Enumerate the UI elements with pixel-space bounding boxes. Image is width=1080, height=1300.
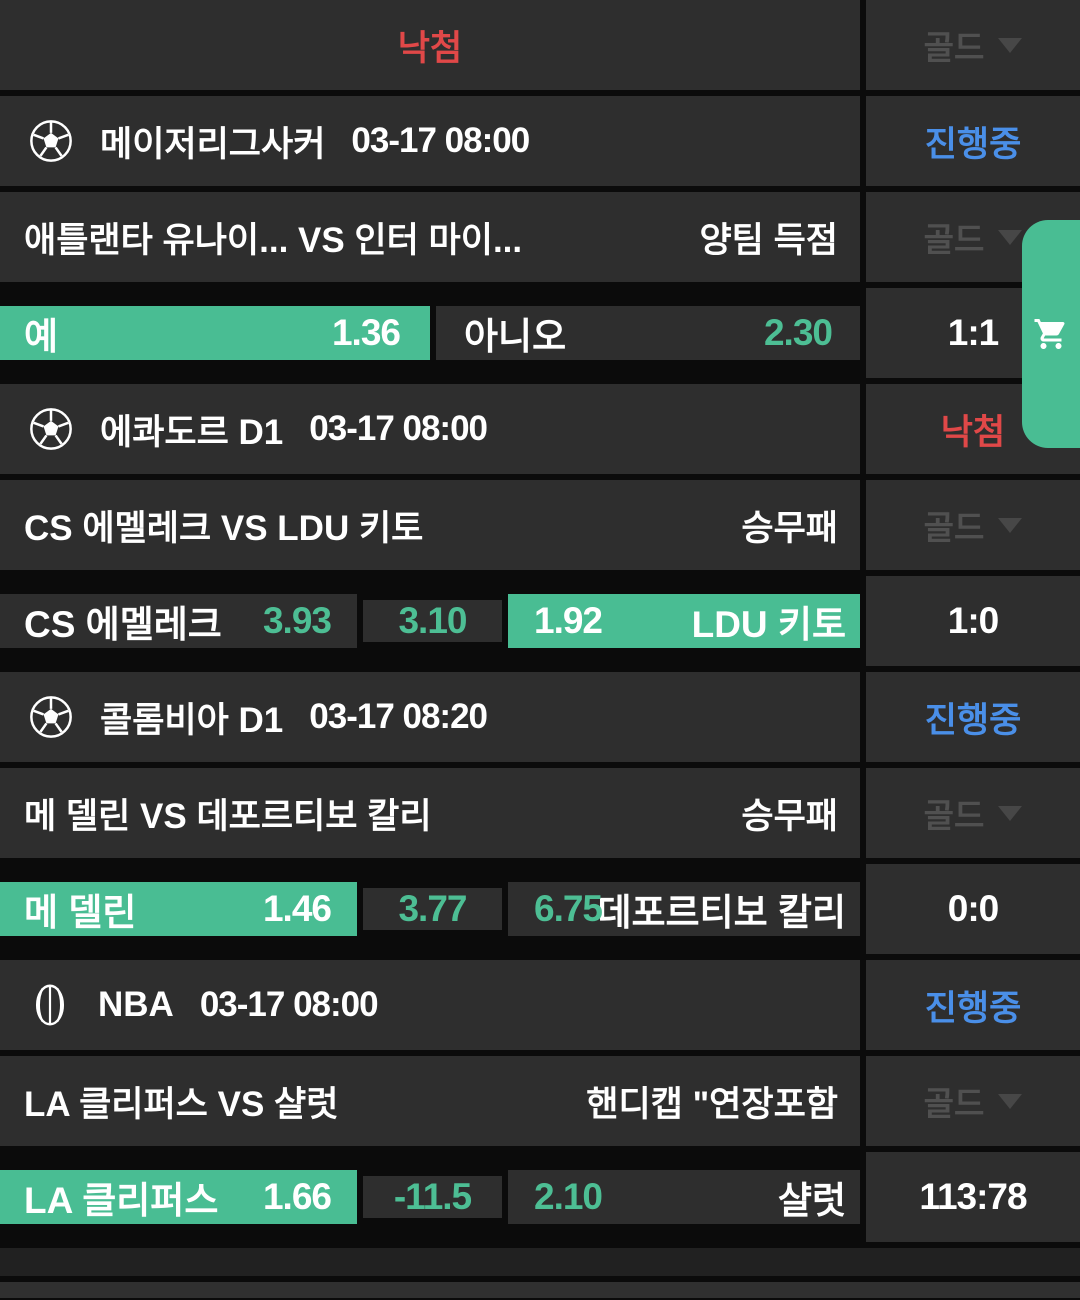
bet-option-home[interactable]: LA 클리퍼스 1.66 bbox=[0, 1170, 357, 1224]
top-result: 낙첨 bbox=[0, 0, 860, 90]
odds-row: 예 1.36 아니오 2.30 1:1 bbox=[0, 288, 1080, 378]
score: 113:78 bbox=[919, 1176, 1027, 1217]
match-header-row: LA 클리퍼스 VS 샬럿 핸디캡 "연장포함 골드 bbox=[0, 1056, 1080, 1146]
odds-row: 메 델린 1.46 3.77 6.75 데포르티보 칼리 0:0 bbox=[0, 864, 1080, 954]
odds-row: LA 클리퍼스 1.66 -11.5 2.10 샬럿 113:78 bbox=[0, 1152, 1080, 1242]
bet-option-away[interactable]: 1.92 LDU 키토 bbox=[508, 594, 860, 648]
chevron-down-icon bbox=[998, 517, 1023, 533]
chevron-down-icon bbox=[998, 37, 1023, 53]
tier-label: 골드 bbox=[923, 509, 985, 546]
market-label: 승무패 bbox=[741, 508, 838, 548]
bet-option-away[interactable]: 6.75 데포르티보 칼리 bbox=[508, 882, 860, 936]
match-header-row: 애틀랜타 유나이... VS 인터 마이... 양팀 득점 골드 bbox=[0, 192, 1080, 282]
tier-label: 골드 bbox=[923, 1085, 985, 1122]
soccer-icon bbox=[28, 118, 74, 164]
tier-label: 골드 bbox=[923, 29, 985, 66]
bottom-strip-dark bbox=[0, 1248, 1080, 1276]
tier-dropdown[interactable]: 골드 bbox=[924, 21, 1023, 69]
odds-row: CS 에멜레크 3.93 3.10 1.92 LDU 키토 1:0 bbox=[0, 576, 1080, 666]
tier-label: 골드 bbox=[923, 221, 985, 258]
chevron-down-icon bbox=[998, 229, 1023, 245]
status-badge: 진행중 bbox=[924, 988, 1022, 1028]
chevron-down-icon bbox=[998, 1093, 1023, 1109]
result-label: 낙첨 bbox=[397, 28, 463, 68]
bottom-strip-light bbox=[0, 1282, 1080, 1298]
tier-label: 골드 bbox=[923, 797, 985, 834]
league-name: 에콰도르 D1 bbox=[100, 412, 284, 452]
basketball-icon bbox=[28, 983, 72, 1027]
market-label: 핸디캡 "연장포함 bbox=[586, 1084, 838, 1124]
bet-option-draw[interactable]: 3.77 bbox=[363, 888, 502, 930]
matchup-label: 애틀랜타 유나이... VS 인터 마이... bbox=[24, 220, 523, 260]
chevron-down-icon bbox=[998, 805, 1023, 821]
score: 0:0 bbox=[947, 888, 999, 929]
soccer-icon bbox=[28, 694, 74, 740]
league-name: 콜롬비아 D1 bbox=[100, 700, 284, 740]
score: 1:1 bbox=[947, 312, 999, 353]
cart-icon bbox=[1033, 316, 1069, 352]
status-badge: 낙첨 bbox=[940, 412, 1006, 452]
matchup-label: CS 에멜레크 VS LDU 키토 bbox=[24, 508, 424, 548]
league-header-row: NBA 03-17 08:00 진행중 bbox=[0, 960, 1080, 1050]
score: 1:0 bbox=[947, 600, 999, 641]
divider bbox=[860, 0, 866, 90]
league-datetime: 03-17 08:00 bbox=[351, 121, 530, 160]
tier-dropdown[interactable]: 골드 bbox=[924, 1077, 1023, 1125]
cart-button[interactable] bbox=[1022, 220, 1080, 448]
league-datetime: 03-17 08:20 bbox=[309, 697, 488, 736]
league-name: 메이저리그사커 bbox=[100, 124, 326, 164]
league-header-row: 메이저리그사커 03-17 08:00 진행중 bbox=[0, 96, 1080, 186]
matchup-label: LA 클리퍼스 VS 샬럿 bbox=[24, 1084, 339, 1124]
status-badge: 진행중 bbox=[924, 700, 1022, 740]
bet-option-away[interactable]: 2.10 샬럿 bbox=[508, 1170, 860, 1224]
league-name: NBA bbox=[98, 985, 174, 1024]
league-datetime: 03-17 08:00 bbox=[199, 985, 379, 1024]
bet-option-draw[interactable]: 3.10 bbox=[363, 600, 502, 642]
tier-dropdown[interactable]: 골드 bbox=[924, 213, 1023, 261]
status-badge: 진행중 bbox=[924, 124, 1022, 164]
top-status-row: 낙첨 골드 bbox=[0, 0, 1080, 90]
bet-option-line[interactable]: -11.5 bbox=[363, 1176, 502, 1218]
league-datetime: 03-17 08:00 bbox=[309, 409, 488, 448]
bet-option-away[interactable]: 아니오 2.30 bbox=[436, 306, 860, 360]
league-header-row: 콜롬비아 D1 03-17 08:20 진행중 bbox=[0, 672, 1080, 762]
match-header-row: 메 델린 VS 데포르티보 칼리 승무패 골드 bbox=[0, 768, 1080, 858]
league-header-row: 에콰도르 D1 03-17 08:00 낙첨 bbox=[0, 384, 1080, 474]
top-tier-cell: 골드 bbox=[866, 0, 1080, 90]
tier-dropdown[interactable]: 골드 bbox=[924, 501, 1023, 549]
market-label: 양팀 득점 bbox=[699, 220, 838, 260]
match-header-row: CS 에멜레크 VS LDU 키토 승무패 골드 bbox=[0, 480, 1080, 570]
market-label: 승무패 bbox=[741, 796, 838, 836]
soccer-icon bbox=[28, 406, 74, 452]
bet-option-home[interactable]: CS 에멜레크 3.93 bbox=[0, 594, 357, 648]
bet-option-home[interactable]: 메 델린 1.46 bbox=[0, 882, 357, 936]
tier-dropdown[interactable]: 골드 bbox=[924, 789, 1023, 837]
matchup-label: 메 델린 VS 데포르티보 칼리 bbox=[24, 796, 432, 836]
bet-option-home[interactable]: 예 1.36 bbox=[0, 306, 430, 360]
